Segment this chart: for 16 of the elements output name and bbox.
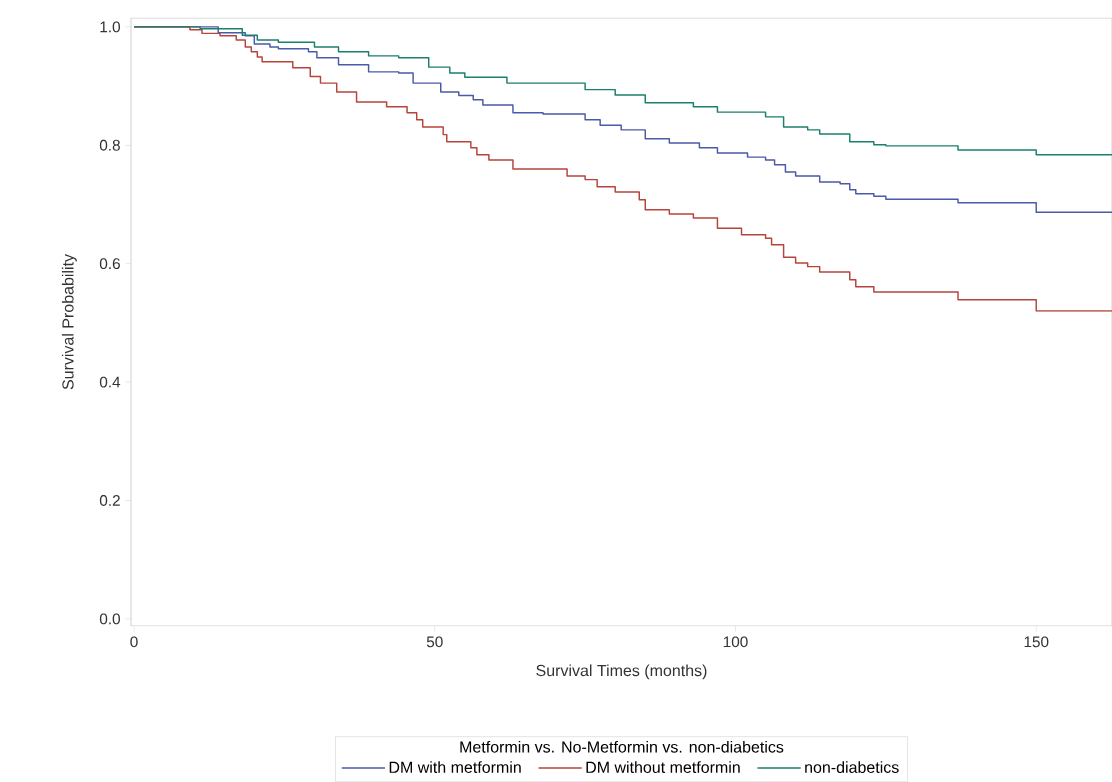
- x-tick-label: 150: [1024, 636, 1049, 648]
- legend-title: Metformin vs. No-Metformin vs. non-diabetics: [460, 740, 784, 753]
- legend-label: non-diabetics: [805, 761, 899, 773]
- y-axis-title: Survival Probability: [61, 254, 77, 390]
- y-tick-label: 1.0: [100, 21, 120, 33]
- legend-label: DM with metformin: [389, 761, 521, 773]
- legend-label: DM without metformin: [586, 761, 740, 773]
- x-tick-label: 100: [723, 636, 748, 648]
- x-tick-label: 50: [426, 636, 443, 648]
- y-tick-label: 0.4: [99, 376, 121, 388]
- x-tick-label: 0: [130, 636, 138, 648]
- y-tick-label: 0.0: [99, 613, 120, 625]
- y-tick-label: 0.2: [99, 495, 120, 506]
- y-tick-label: 0.8: [99, 139, 120, 151]
- x-axis-title: Survival Times (months): [536, 664, 707, 680]
- y-tick-label: 0.6: [99, 258, 120, 270]
